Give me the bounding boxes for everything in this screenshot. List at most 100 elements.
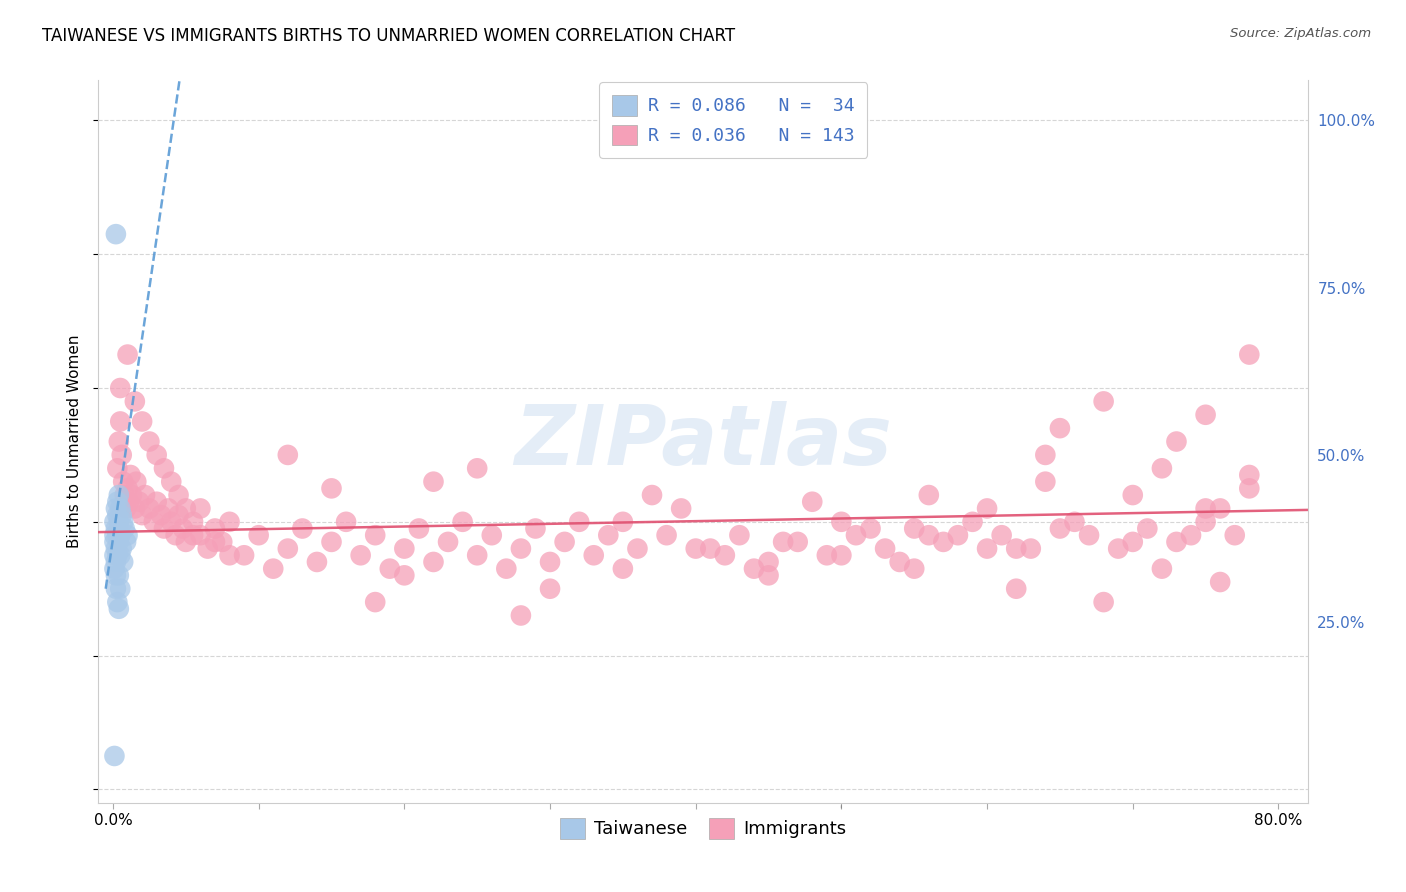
Point xyxy=(134,488,156,502)
Point xyxy=(108,535,131,549)
Point xyxy=(145,494,167,508)
Point xyxy=(932,535,955,549)
Point xyxy=(976,541,998,556)
Point xyxy=(104,501,127,516)
Point xyxy=(903,521,925,535)
Point xyxy=(538,555,561,569)
Point xyxy=(1209,501,1232,516)
Point xyxy=(104,555,127,569)
Point xyxy=(277,448,299,462)
Point xyxy=(108,488,131,502)
Point xyxy=(509,608,531,623)
Point xyxy=(728,528,751,542)
Point xyxy=(115,535,138,549)
Point xyxy=(1223,528,1246,542)
Point xyxy=(1166,535,1188,549)
Point xyxy=(124,501,146,516)
Point xyxy=(291,521,314,535)
Point xyxy=(103,749,125,764)
Point xyxy=(772,535,794,549)
Point xyxy=(104,568,127,582)
Point xyxy=(1136,521,1159,535)
Point xyxy=(105,494,128,508)
Point xyxy=(1092,595,1115,609)
Point xyxy=(408,521,430,535)
Legend: Taiwanese, Immigrants: Taiwanese, Immigrants xyxy=(553,811,853,846)
Point xyxy=(350,548,373,563)
Point xyxy=(845,528,868,542)
Point xyxy=(481,528,503,542)
Point xyxy=(830,548,852,563)
Point xyxy=(108,515,131,529)
Point xyxy=(1078,528,1101,542)
Point xyxy=(815,548,838,563)
Point xyxy=(172,521,194,535)
Point xyxy=(114,521,136,535)
Point xyxy=(918,528,941,542)
Point xyxy=(801,494,824,508)
Point xyxy=(125,475,148,489)
Point xyxy=(167,488,190,502)
Point xyxy=(1239,467,1261,482)
Point xyxy=(105,508,128,523)
Point xyxy=(153,521,176,535)
Point xyxy=(394,541,416,556)
Point xyxy=(1092,394,1115,409)
Point xyxy=(181,528,204,542)
Point xyxy=(218,548,240,563)
Point xyxy=(104,227,127,242)
Point xyxy=(437,535,460,549)
Point xyxy=(1122,535,1144,549)
Point xyxy=(524,521,547,535)
Point xyxy=(321,535,343,549)
Point xyxy=(117,528,139,542)
Point xyxy=(110,528,132,542)
Point xyxy=(1180,528,1202,542)
Point xyxy=(112,475,135,489)
Point xyxy=(142,515,165,529)
Point xyxy=(105,595,128,609)
Point xyxy=(918,488,941,502)
Point xyxy=(108,568,131,582)
Point xyxy=(465,548,488,563)
Point xyxy=(364,595,387,609)
Point xyxy=(1239,348,1261,362)
Point xyxy=(669,501,692,516)
Text: ZIPatlas: ZIPatlas xyxy=(515,401,891,482)
Point xyxy=(1063,515,1085,529)
Point xyxy=(335,515,357,529)
Point xyxy=(277,541,299,556)
Point xyxy=(103,562,125,576)
Point xyxy=(422,555,444,569)
Point xyxy=(976,501,998,516)
Point xyxy=(103,535,125,549)
Y-axis label: Births to Unmarried Women: Births to Unmarried Women xyxy=(67,334,83,549)
Point xyxy=(110,548,132,563)
Point xyxy=(167,508,190,523)
Point xyxy=(830,515,852,529)
Point xyxy=(211,535,233,549)
Point xyxy=(197,541,219,556)
Point xyxy=(247,528,270,542)
Point xyxy=(103,515,125,529)
Point xyxy=(962,515,984,529)
Point xyxy=(758,568,780,582)
Point xyxy=(120,467,142,482)
Point xyxy=(104,582,127,596)
Point xyxy=(131,414,153,428)
Point xyxy=(165,528,187,542)
Point xyxy=(538,582,561,596)
Point xyxy=(121,488,143,502)
Point xyxy=(204,521,226,535)
Point xyxy=(118,494,141,508)
Point xyxy=(174,501,197,516)
Point xyxy=(1033,448,1056,462)
Point xyxy=(105,528,128,542)
Point xyxy=(111,541,134,556)
Point xyxy=(218,515,240,529)
Point xyxy=(181,515,204,529)
Point xyxy=(875,541,897,556)
Point xyxy=(105,548,128,563)
Point xyxy=(115,501,138,516)
Point xyxy=(946,528,969,542)
